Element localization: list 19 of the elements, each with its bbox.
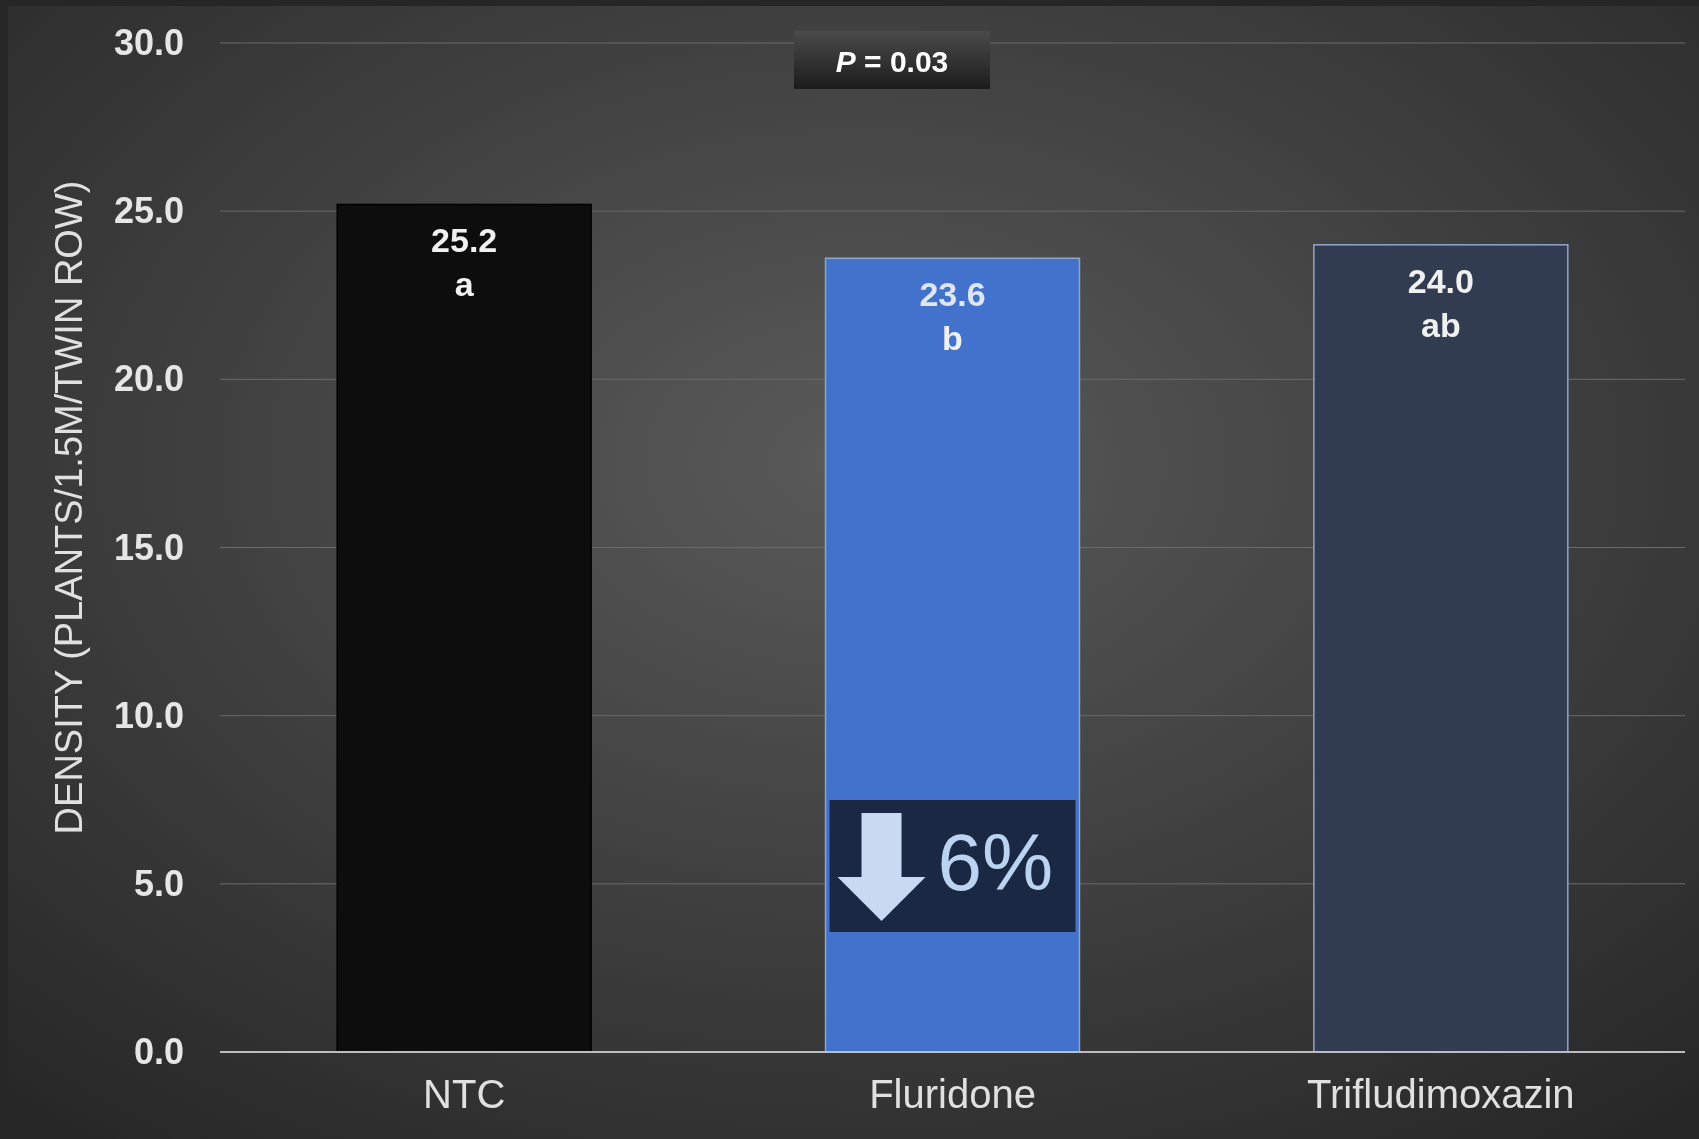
annotation: b	[942, 319, 963, 358]
x-tick-label: Fluridone	[869, 1072, 1036, 1117]
y-tick-label: 20.0	[113, 358, 184, 400]
x-tick-label: Trifludimoxazin	[1307, 1072, 1575, 1117]
annotation: P = 0.03	[835, 45, 949, 78]
y-tick-label: 25.0	[113, 190, 184, 232]
y-tick-label: 0.0	[133, 1031, 184, 1073]
data-label: 25.2	[431, 221, 498, 260]
x-tick-label: NTC	[423, 1072, 506, 1117]
annotation: 6%	[937, 818, 1054, 907]
y-tick-label: 5.0	[133, 862, 184, 904]
data-label: 24.0	[1407, 261, 1474, 300]
y-tick-label: 15.0	[113, 526, 184, 568]
y-axis-title: DENSITY (PLANTS/1.5M/TWIN ROW)	[48, 180, 90, 835]
annotation: ab	[1420, 305, 1461, 344]
data-label: 23.6	[919, 275, 986, 314]
y-tick-label: 30.0	[113, 22, 184, 64]
y-tick-label: 10.0	[113, 694, 184, 736]
annotation: a	[454, 265, 475, 304]
